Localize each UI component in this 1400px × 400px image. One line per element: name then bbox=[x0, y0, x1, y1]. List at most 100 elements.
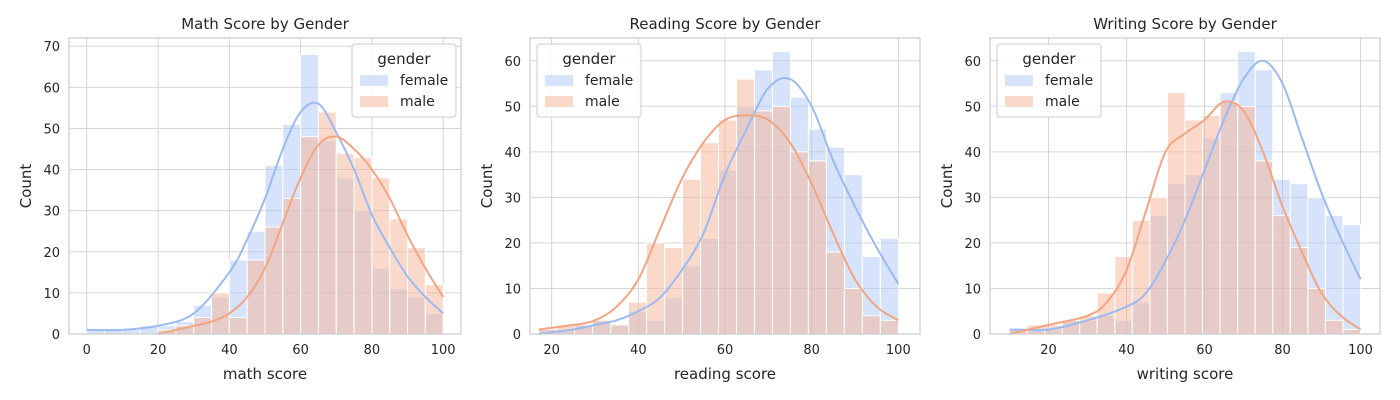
y-tick-label: 40 bbox=[504, 146, 521, 161]
y-tick-label: 0 bbox=[513, 328, 521, 343]
legend-label-female: female bbox=[1045, 73, 1093, 89]
x-tick-label: 20 bbox=[543, 343, 560, 358]
y-tick-label: 60 bbox=[504, 55, 521, 70]
histogram-bar-male bbox=[300, 136, 319, 335]
histogram-bar-male bbox=[335, 152, 355, 335]
x-tick-label: 20 bbox=[1040, 343, 1057, 358]
y-tick-label: 60 bbox=[43, 81, 60, 96]
y-tick-label: 50 bbox=[964, 100, 981, 115]
y-tick-label: 50 bbox=[504, 100, 521, 115]
chart-panel-2: 20 40 60 80 100 0 10 20 30 40 50 60 Reading Score by… bbox=[478, 15, 921, 383]
histogram-bar-male bbox=[789, 151, 809, 335]
histogram-bar-male bbox=[317, 111, 337, 335]
kde-line-female bbox=[86, 101, 444, 332]
histogram-bar-male bbox=[1131, 219, 1151, 335]
x-tick-label: 80 bbox=[803, 343, 820, 358]
histogram-bar-male bbox=[807, 160, 827, 335]
x-tick-label: 60 bbox=[717, 343, 734, 358]
legend-swatch-male bbox=[545, 96, 573, 107]
histogram-bar-male bbox=[753, 110, 773, 335]
x-axis-label: math score bbox=[223, 365, 307, 383]
histogram-bar-male bbox=[264, 226, 284, 335]
histogram-bar-male bbox=[1114, 256, 1133, 335]
y-tick-label: 40 bbox=[964, 146, 981, 161]
histogram-bar-male bbox=[1184, 119, 1204, 335]
legend-label-female: female bbox=[400, 73, 448, 89]
x-tick-label: 100 bbox=[886, 343, 911, 358]
legend-title: gender bbox=[1022, 50, 1076, 68]
histogram-bar-male bbox=[246, 259, 266, 335]
y-tick-label: 0 bbox=[52, 328, 60, 343]
y-tick-label: 0 bbox=[973, 328, 981, 343]
chart-title: Math Score by Gender bbox=[181, 15, 349, 33]
y-tick-label: 30 bbox=[43, 205, 60, 220]
histogram-bar-male bbox=[825, 251, 845, 335]
histogram-bar-male bbox=[1254, 160, 1274, 335]
x-tick-label: 80 bbox=[364, 343, 381, 358]
y-tick-label: 20 bbox=[504, 237, 521, 252]
histogram-bar-male bbox=[1202, 114, 1221, 335]
y-tick-label: 30 bbox=[964, 191, 981, 206]
histogram-bar-male bbox=[628, 301, 648, 335]
histogram-bar-male bbox=[1219, 101, 1239, 335]
y-tick-label: 10 bbox=[504, 282, 521, 297]
y-tick-label: 50 bbox=[43, 122, 60, 137]
x-tick-label: 40 bbox=[221, 343, 238, 358]
y-axis-label: Count bbox=[938, 164, 956, 209]
y-axis-label: Count bbox=[478, 164, 496, 209]
histogram-bar-male bbox=[389, 218, 409, 335]
y-tick-label: 40 bbox=[43, 164, 60, 179]
y-tick-label: 10 bbox=[964, 282, 981, 297]
y-tick-label: 20 bbox=[964, 237, 981, 252]
kde-line-male bbox=[538, 114, 899, 331]
histogram-bar-male bbox=[371, 177, 391, 335]
y-tick-label: 20 bbox=[43, 246, 60, 261]
x-tick-label: 60 bbox=[1196, 343, 1213, 358]
histogram-bar-male bbox=[211, 292, 230, 335]
y-tick-label: 60 bbox=[964, 55, 981, 70]
legend: gender female male bbox=[351, 43, 457, 118]
legend: gender female male bbox=[536, 43, 642, 118]
legend-label-male: male bbox=[585, 94, 620, 110]
histogram-bar-male bbox=[1149, 196, 1168, 335]
x-tick-label: 0 bbox=[83, 343, 91, 358]
histogram-bar-male bbox=[879, 319, 899, 335]
x-tick-label: 40 bbox=[1118, 343, 1135, 358]
legend: gender female male bbox=[996, 43, 1102, 118]
x-tick-label: 80 bbox=[1274, 343, 1291, 358]
legend-title: gender bbox=[377, 50, 431, 68]
chart-panel-1: 0 20 40 60 80 100 0 10 20 30 40 50 60 70 Math Score by… bbox=[17, 15, 462, 383]
chart-title: Writing Score by Gender bbox=[1093, 15, 1277, 33]
histogram-bar-male bbox=[861, 315, 881, 335]
chart-title: Reading Score by Gender bbox=[630, 15, 822, 33]
histogram-bar-male bbox=[353, 156, 373, 335]
legend-label-male: male bbox=[1045, 94, 1080, 110]
plot-frame bbox=[68, 37, 462, 335]
histogram-bar-male bbox=[1342, 328, 1361, 335]
legend-swatch-male bbox=[1005, 96, 1033, 107]
histogram-bar-male bbox=[610, 324, 630, 335]
histogram-bar-male bbox=[1272, 215, 1291, 335]
histogram-bar-male bbox=[228, 317, 248, 335]
histogram-bar-male bbox=[718, 119, 737, 335]
x-axis-label: reading score bbox=[674, 365, 776, 383]
y-tick-label: 10 bbox=[43, 287, 60, 302]
x-tick-label: 40 bbox=[630, 343, 647, 358]
legend-label-female: female bbox=[585, 73, 633, 89]
x-tick-label: 100 bbox=[1348, 343, 1373, 358]
histogram-bar-male bbox=[700, 142, 719, 335]
histogram-bar-female bbox=[1342, 224, 1361, 335]
legend-label-male: male bbox=[400, 94, 435, 110]
legend-swatch-male bbox=[360, 96, 388, 107]
histogram-bar-male bbox=[1166, 92, 1186, 335]
histogram-bar-male bbox=[407, 247, 426, 335]
x-axis-label: writing score bbox=[1137, 365, 1234, 383]
kde-line-male bbox=[1009, 100, 1362, 335]
kde-line-female bbox=[538, 76, 900, 335]
x-tick-label: 20 bbox=[150, 343, 167, 358]
x-tick-label: 100 bbox=[431, 343, 456, 358]
plot-frame bbox=[989, 37, 1381, 335]
kde-line-female bbox=[1009, 59, 1362, 332]
histogram-bar-male bbox=[1237, 105, 1256, 335]
